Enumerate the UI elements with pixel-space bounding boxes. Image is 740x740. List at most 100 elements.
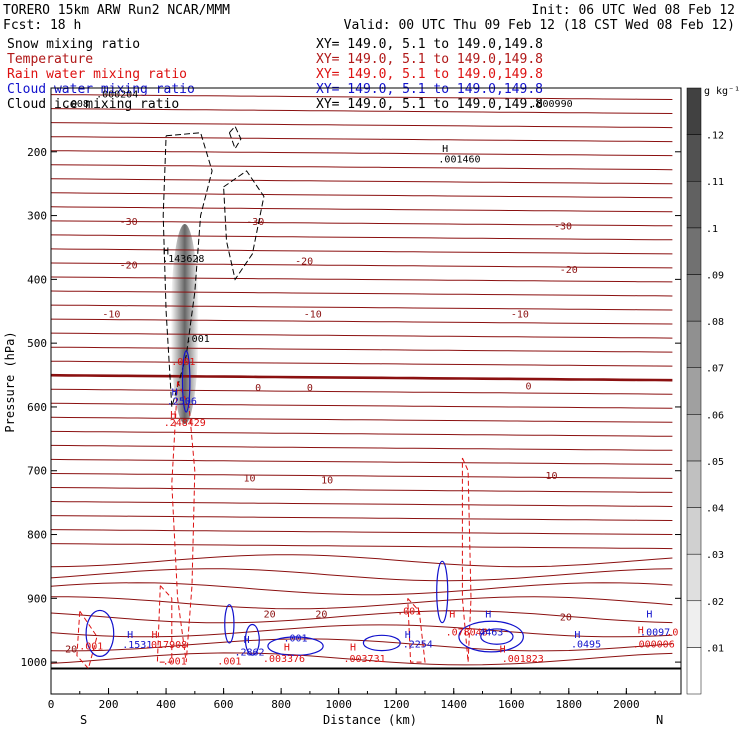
colorbar-swatch-12: [686, 87, 702, 135]
temperature-isoline-30: [50, 515, 673, 521]
colorbar-swatch-9: [686, 227, 702, 275]
temperature-label-2: -30: [554, 221, 572, 232]
colorbar-label-1: .02: [706, 597, 724, 608]
annotation-2: .001: [186, 334, 210, 345]
annotation-19: .2862: [234, 648, 264, 659]
temperature-isoline-34: [50, 568, 673, 582]
x-end-label-south: S: [80, 713, 87, 727]
annotation-29: .078046: [446, 627, 488, 638]
cloud-water-contour-1: [85, 609, 115, 657]
snow-shading: [170, 224, 199, 425]
temperature-isoline-23: [50, 416, 673, 423]
temperature-isoline-0: [50, 94, 673, 100]
header-init: Init: 06 UTC Wed 08 Feb 12: [532, 3, 736, 18]
plot-area: -30 -30 -30 -20 -20 -20 -10 -10 -10 0 0 0 10 10 10 20 20…: [50, 87, 682, 695]
legend-field-4: Cloud ice mixing ratio: [7, 97, 179, 112]
temperature-label-1: -30: [246, 217, 264, 228]
annotation-4: H: [172, 387, 178, 398]
legend-field-0: Snow mixing ratio: [7, 37, 140, 52]
rain-contour-4: [76, 610, 98, 670]
colorbar-label-5: .06: [706, 410, 724, 421]
annotation-8: .000204: [96, 90, 138, 101]
cloud-water-contour-4: [362, 634, 401, 652]
temperature-label-17: 20: [560, 612, 572, 623]
header-fcst: Fcst: 18 h: [3, 18, 81, 33]
x-tick-label-3: 600: [214, 698, 234, 711]
temperature-label-12: 10: [243, 473, 255, 484]
temperature-isoline-3: [50, 136, 673, 143]
legend-section-4: XY= 149.0, 5.1 to 149.0,149.8: [316, 97, 543, 112]
temperature-label-16: 20: [315, 609, 327, 620]
cloud-water-contour-6: [458, 620, 524, 653]
temperature-isoline-19: [50, 360, 673, 367]
cloud-water-contour-3: [267, 636, 324, 656]
colorbar-swatch-8: [686, 274, 702, 322]
annotation-0: H: [163, 246, 169, 257]
colorbar-label-3: .04: [706, 504, 724, 515]
temperature-isoline-12: [50, 262, 673, 269]
annotation-24: .003731: [343, 654, 385, 665]
annotation-27: .001: [397, 606, 421, 617]
x-tick-label-5: 1000: [325, 698, 352, 711]
annotation-18: H: [244, 635, 250, 646]
annotation-15: .1531: [122, 640, 152, 651]
temperature-label-4: -20: [295, 257, 313, 268]
y-tick-label-3: 500: [27, 337, 47, 350]
annotation-37: .0097: [640, 627, 670, 638]
colorbar-swatch-1: [686, 600, 702, 648]
temperature-isoline-32: [50, 543, 673, 550]
temperature-isoline-13: [50, 276, 673, 283]
annotation-3: .001: [171, 357, 195, 368]
cloud-water-contour-0: [181, 350, 191, 413]
annotation-17: .017908: [145, 640, 187, 651]
x-tick-label-2: 400: [156, 698, 176, 711]
temperature-isoline-31: [50, 529, 673, 535]
y-tick-label-4: 600: [27, 401, 47, 414]
x-axis-label: Distance (km): [323, 713, 417, 727]
colorbar-label-9: .1: [706, 224, 718, 235]
temperature-isoline-35: [50, 582, 673, 596]
y-tick-label-1: 300: [27, 210, 47, 223]
x-tick-label-10: 2000: [613, 698, 640, 711]
rain-contour-1: [461, 457, 472, 663]
plot-frame: [50, 87, 682, 695]
annotation-33: .001823: [502, 654, 544, 665]
temperature-isoline-28: [50, 487, 673, 493]
annotation-16: H: [152, 630, 158, 641]
annotation-38: H: [638, 625, 644, 636]
legend-field-1: Temperature: [7, 52, 93, 67]
cloud-water-contour-7: [480, 628, 514, 645]
x-tick-label-9: 1800: [556, 698, 583, 711]
cloud-ice-contour-1: [223, 170, 265, 281]
temperature-isoline-36: [51, 596, 673, 610]
temperature-isoline-11: [50, 248, 673, 255]
colorbar-swatch-5: [686, 414, 702, 462]
temperature-isoline-20: [50, 373, 673, 382]
cloud-water-contour-5: [436, 560, 449, 624]
temperature-label-7: -10: [304, 309, 322, 320]
annotation-22: .003376: [263, 654, 305, 665]
temperature-label-14: 10: [546, 471, 558, 482]
temperature-isoline-14: [50, 290, 673, 297]
temperature-isoline-10: [50, 234, 673, 241]
temperature-isoline-15: [50, 304, 673, 311]
temperature-isoline-21: [50, 388, 673, 395]
temperature-label-0: -30: [120, 217, 138, 228]
annotation-10: .000990: [530, 99, 572, 110]
annotation-6: H: [170, 410, 176, 421]
annotation-26: .2254: [403, 639, 433, 650]
temperature-isoline-17: [50, 332, 673, 339]
temperature-isoline-6: [50, 178, 673, 185]
temperature-isoline-22: [50, 402, 673, 409]
colorbar-label-8: .09: [706, 270, 724, 281]
colorbar-swatch-6: [686, 367, 702, 415]
annotation-7: .248429: [164, 418, 206, 429]
field-legend: Snow mixing ratio XY= 149.0, 5.1 to 149.0…: [7, 37, 543, 112]
y-axis-label: Pressure (hPa): [3, 331, 17, 432]
x-end-label-north: N: [656, 713, 663, 727]
temperature-isoline-40: [50, 652, 673, 666]
colorbar-swatch-2: [686, 553, 702, 602]
legend-section-3: XY= 149.0, 5.1 to 149.0,149.8: [316, 82, 543, 97]
annotation-23: H: [350, 643, 356, 654]
annotation-39: .000006: [633, 639, 675, 650]
